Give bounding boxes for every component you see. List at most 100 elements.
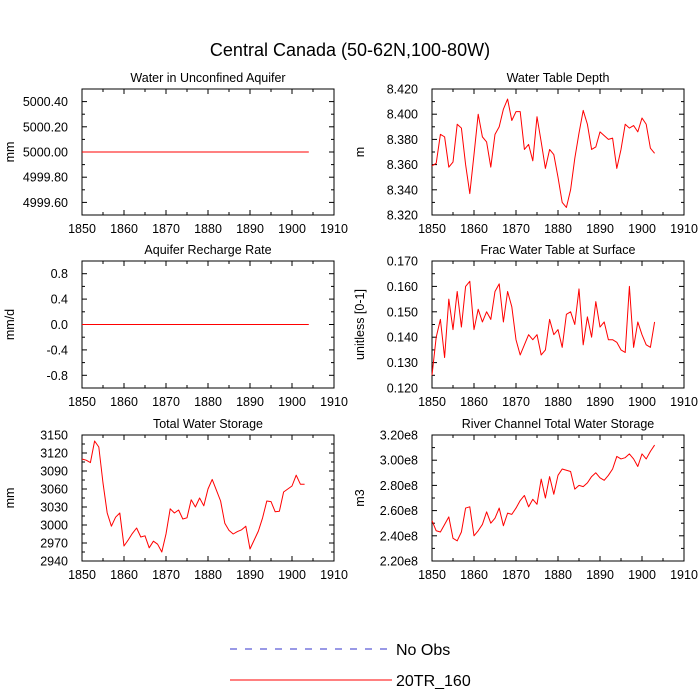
- y-tick-label: 3060: [40, 483, 68, 497]
- series-line-20tr-160: [431, 444, 656, 542]
- y-axis-label: mm: [3, 142, 17, 163]
- panel-title: Total Water Storage: [153, 417, 263, 431]
- y-axis-label: m3: [353, 489, 367, 506]
- panel-title: Frac Water Table at Surface: [481, 243, 636, 257]
- x-tick-label: 1850: [418, 222, 446, 236]
- x-tick-label: 1870: [502, 395, 530, 409]
- x-tick-label: 1860: [110, 568, 138, 582]
- y-tick-label: 5000.20: [23, 120, 68, 134]
- series-line-20tr-160: [81, 440, 305, 553]
- panel-p2: Water Table Depth m 1850 1860 1870 1880 1890 19…: [353, 71, 698, 236]
- x-tick-label: 1870: [152, 395, 180, 409]
- x-tick-label: 1890: [236, 222, 264, 236]
- x-tick-label: 1910: [670, 395, 698, 409]
- y-tick-label: 4999.60: [23, 196, 68, 210]
- y-axis-label: m: [353, 147, 367, 157]
- x-tick-label: 1900: [628, 395, 656, 409]
- panel-title: Water Table Depth: [507, 71, 610, 85]
- x-tick-label: 1900: [278, 568, 306, 582]
- y-tick-label: 0.170: [387, 255, 418, 269]
- x-tick-label: 1910: [320, 222, 348, 236]
- y-tick-label: 5000.00: [23, 146, 68, 160]
- y-tick-label: 3150: [40, 429, 68, 443]
- x-tick-label: 1850: [68, 395, 96, 409]
- x-tick-label: 1880: [544, 568, 572, 582]
- x-tick-label: 1850: [68, 222, 96, 236]
- y-tick-label: 2970: [40, 537, 68, 551]
- y-tick-label: 0.8: [51, 267, 68, 281]
- x-tick-label: 1850: [418, 568, 446, 582]
- x-tick-label: 1900: [628, 222, 656, 236]
- legend-label-no-obs: No Obs: [396, 642, 450, 659]
- x-tick-label: 1860: [460, 395, 488, 409]
- x-tick-label: 1860: [110, 395, 138, 409]
- y-tick-label: -0.8: [46, 369, 68, 383]
- y-tick-label: 0.120: [387, 382, 418, 396]
- y-tick-label: 8.320: [387, 209, 418, 223]
- y-tick-label: 2.20e8: [380, 555, 418, 569]
- x-tick-label: 1870: [152, 568, 180, 582]
- panel-p4: Frac Water Table at Surface unitless [0-1…: [353, 243, 698, 409]
- y-tick-label: 0.160: [387, 280, 418, 294]
- x-tick-label: 1900: [628, 568, 656, 582]
- x-tick-label: 1880: [194, 222, 222, 236]
- y-tick-label: 8.360: [387, 158, 418, 172]
- x-tick-label: 1860: [110, 222, 138, 236]
- x-tick-label: 1880: [544, 395, 572, 409]
- y-tick-label: 3030: [40, 501, 68, 515]
- y-tick-label: 8.400: [387, 108, 418, 122]
- x-tick-label: 1900: [278, 222, 306, 236]
- y-tick-label: 3.00e8: [380, 454, 418, 468]
- y-tick-label: 3.20e8: [380, 429, 418, 443]
- x-tick-label: 1850: [418, 395, 446, 409]
- x-tick-label: 1890: [586, 222, 614, 236]
- plot-frame: [81, 434, 335, 562]
- y-axis-label: mm: [3, 488, 17, 509]
- panel-title: River Channel Total Water Storage: [462, 417, 655, 431]
- y-tick-label: 2.60e8: [380, 504, 418, 518]
- panel-p5: Total Water Storage mm 1850 1860 1870 1880 189…: [3, 417, 348, 582]
- y-tick-label: 0.130: [387, 356, 418, 370]
- y-axis-label: mm/d: [3, 309, 17, 340]
- y-tick-label: 8.340: [387, 183, 418, 197]
- legend: No Obs 20TR_160: [230, 642, 471, 690]
- y-tick-label: 5000.40: [23, 95, 68, 109]
- x-tick-label: 1870: [152, 222, 180, 236]
- panels: Water in Unconfined Aquifer mm 1850 1860 187…: [3, 71, 698, 582]
- y-tick-label: 8.420: [387, 83, 418, 97]
- series-line-20tr-160: [431, 280, 656, 376]
- x-tick-label: 1860: [460, 222, 488, 236]
- x-tick-label: 1910: [670, 568, 698, 582]
- plot-frame: [431, 260, 685, 389]
- y-tick-label: 2.80e8: [380, 479, 418, 493]
- x-tick-label: 1890: [586, 395, 614, 409]
- legend-label-20tr-160: 20TR_160: [396, 673, 471, 690]
- x-tick-label: 1880: [194, 568, 222, 582]
- x-tick-label: 1880: [194, 395, 222, 409]
- y-tick-label: 0.150: [387, 305, 418, 319]
- x-tick-label: 1900: [278, 395, 306, 409]
- x-tick-label: 1860: [460, 568, 488, 582]
- x-tick-label: 1910: [320, 395, 348, 409]
- x-tick-label: 1890: [236, 568, 264, 582]
- plot-frame: [431, 434, 685, 562]
- y-tick-label: 8.380: [387, 133, 418, 147]
- panel-p6: River Channel Total Water Storage m3 1850 1…: [353, 417, 698, 582]
- x-tick-label: 1870: [502, 222, 530, 236]
- figure-title: Central Canada (50-62N,100-80W): [210, 40, 490, 60]
- panel-p1: Water in Unconfined Aquifer mm 1850 1860 187…: [3, 71, 348, 236]
- series-line-20tr-160: [431, 98, 655, 208]
- y-tick-label: 0.0: [51, 318, 68, 332]
- panel-title: Aquifer Recharge Rate: [144, 243, 271, 257]
- y-tick-label: 4999.80: [23, 171, 68, 185]
- y-tick-label: 2940: [40, 555, 68, 569]
- y-tick-label: -0.4: [46, 343, 68, 357]
- x-tick-label: 1880: [544, 222, 572, 236]
- panel-title: Water in Unconfined Aquifer: [130, 71, 285, 85]
- panel-p3: Aquifer Recharge Rate mm/d 1850 1860 1870 188…: [3, 243, 348, 409]
- y-tick-label: 0.140: [387, 331, 418, 345]
- y-tick-label: 3090: [40, 465, 68, 479]
- x-tick-label: 1910: [670, 222, 698, 236]
- y-tick-label: 2.40e8: [380, 529, 418, 543]
- x-tick-label: 1850: [68, 568, 96, 582]
